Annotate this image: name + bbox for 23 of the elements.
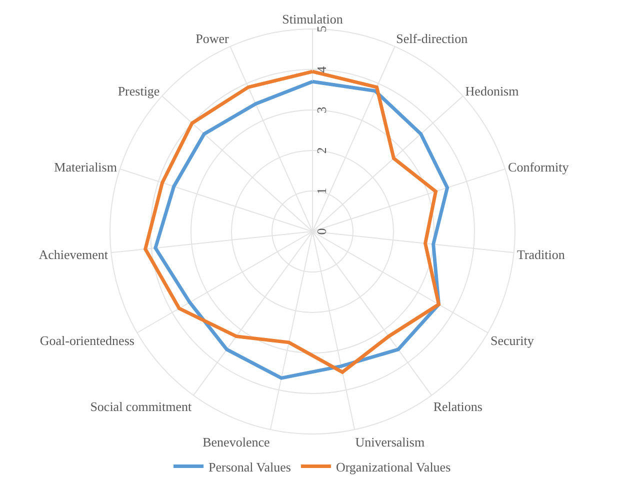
spoke-label: Tradition [516,246,566,262]
spoke-label: Security [490,332,534,348]
y-tick-label: 4 [314,66,329,73]
spoke-label: Conformity [508,159,570,174]
spoke-label: Hedonism [465,84,519,99]
spoke-label: Goal-orientedness [40,332,134,348]
spoke-label: Stimulation [282,11,344,26]
y-tick-label: 5 [314,26,329,32]
spoke-label: Relations [433,399,482,414]
y-tick-label: 2 [314,147,329,154]
y-tick-label: 1 [314,188,329,194]
y-tick-label: 3 [314,106,329,114]
spoke-label: Social commitment [90,399,192,414]
spoke-label: Power [196,31,230,46]
spoke-label: Achievement [38,246,108,262]
spoke-label: Materialism [54,159,117,174]
spoke-label: Benevolence [202,434,270,450]
legend-label: Organizational Values [336,459,451,474]
spoke-label: Universalism [355,434,425,450]
spoke-label: Prestige [118,84,160,99]
legend-label: Personal Values [208,459,291,474]
y-tick-label: 0 [314,228,329,235]
spoke-label: Self-direction [396,31,468,46]
